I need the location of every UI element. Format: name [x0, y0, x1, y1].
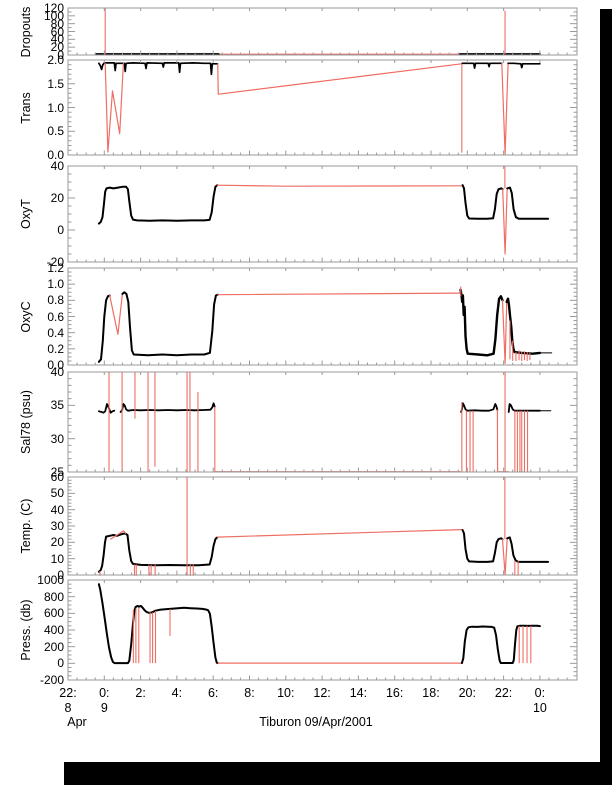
panel-oxyt-series-3-flagged [502, 187, 508, 255]
right-black-bar [600, 9, 612, 785]
panel-sal78-series-0-data [98, 403, 116, 414]
panel-press-frame [67, 579, 578, 681]
panel-press [67, 579, 578, 681]
panel-press-series-0-data [97, 583, 219, 665]
panel-trans-series-1-flagged [104, 62, 125, 153]
panel-oxyc-yticks [68, 267, 577, 366]
panel-oxyt-series-4-data [506, 186, 550, 220]
panel-temp-series-5-data [506, 536, 550, 563]
panel-oxyt [67, 165, 578, 263]
bottom-black-bar [64, 762, 612, 785]
panel-oxyc-series-6-data [505, 297, 542, 355]
panel-temp [67, 476, 578, 576]
panel-oxyc-frame [67, 267, 578, 366]
panel-dropouts [67, 7, 578, 56]
panel-trans [67, 59, 578, 156]
panel-sal78-yticks [68, 371, 577, 473]
panel-sal78-series-5-data [507, 403, 541, 413]
panel-oxyc-series-0-data [97, 294, 111, 363]
panel-oxyc-series-1-flagged [109, 293, 124, 335]
panel-oxyc-series-2-data [121, 291, 219, 357]
panel-trans-series-0-data [98, 62, 219, 76]
panel-trans-series-2-flagged [217, 63, 463, 95]
panel-oxyt-frame [67, 165, 578, 263]
panel-oxyt-xticks [67, 166, 568, 262]
panel-temp-xticks [67, 477, 568, 575]
panel-oxyt-series-0-data [97, 184, 219, 225]
panel-temp-series-4-flagged [501, 537, 508, 576]
panel-temp-yticks [68, 476, 577, 576]
panel-press-series-2-data [460, 624, 541, 665]
panel-oxyt-series-2-data [461, 184, 504, 220]
panel-dropouts-yticks [68, 7, 577, 56]
month-label: Apr [67, 715, 87, 729]
panel-trans-series-4-flagged [501, 62, 509, 155]
panel-temp-series-3-data [461, 529, 504, 563]
panel-sal78-series-1-data [119, 402, 216, 413]
panel-trans-series-3-data [461, 62, 503, 69]
panel-temp-series-0-data [97, 532, 219, 573]
panel-trans-frame [67, 59, 578, 156]
panel-sal78-series-3-data [460, 402, 499, 413]
panel-sal78-series-4-flagged [496, 409, 509, 473]
panel-sal78-frame [67, 371, 578, 473]
panel-oxyt-series-1-flagged [216, 184, 463, 187]
panel-trans-yticks [68, 59, 577, 156]
panel-press-yticks [68, 579, 577, 681]
panel-sal78 [67, 371, 578, 473]
panel-oxyt-yticks [68, 165, 577, 263]
panel-dropouts-frame [67, 7, 578, 56]
panel-oxyc-series-3-flagged [217, 292, 461, 296]
panel-sal78-xticks [67, 372, 568, 472]
panel-oxyc-series-4-data [459, 288, 504, 357]
panel-trans-series-5-data [507, 62, 541, 69]
panel-oxyc-xticks [67, 268, 568, 365]
panel-oxyc [67, 267, 578, 366]
panel-temp-series-1-flagged [110, 530, 127, 540]
panel-temp-series-2-flagged [216, 528, 463, 538]
plot-title: Tiburon 09/Apr/2001 [259, 715, 373, 729]
panel-oxyc-series-5-flagged [501, 299, 508, 364]
panel-trans-xticks [67, 60, 568, 155]
panel-dropouts-xticks [67, 8, 568, 55]
panel-temp-frame [67, 476, 578, 576]
panel-press-xticks [67, 580, 568, 680]
